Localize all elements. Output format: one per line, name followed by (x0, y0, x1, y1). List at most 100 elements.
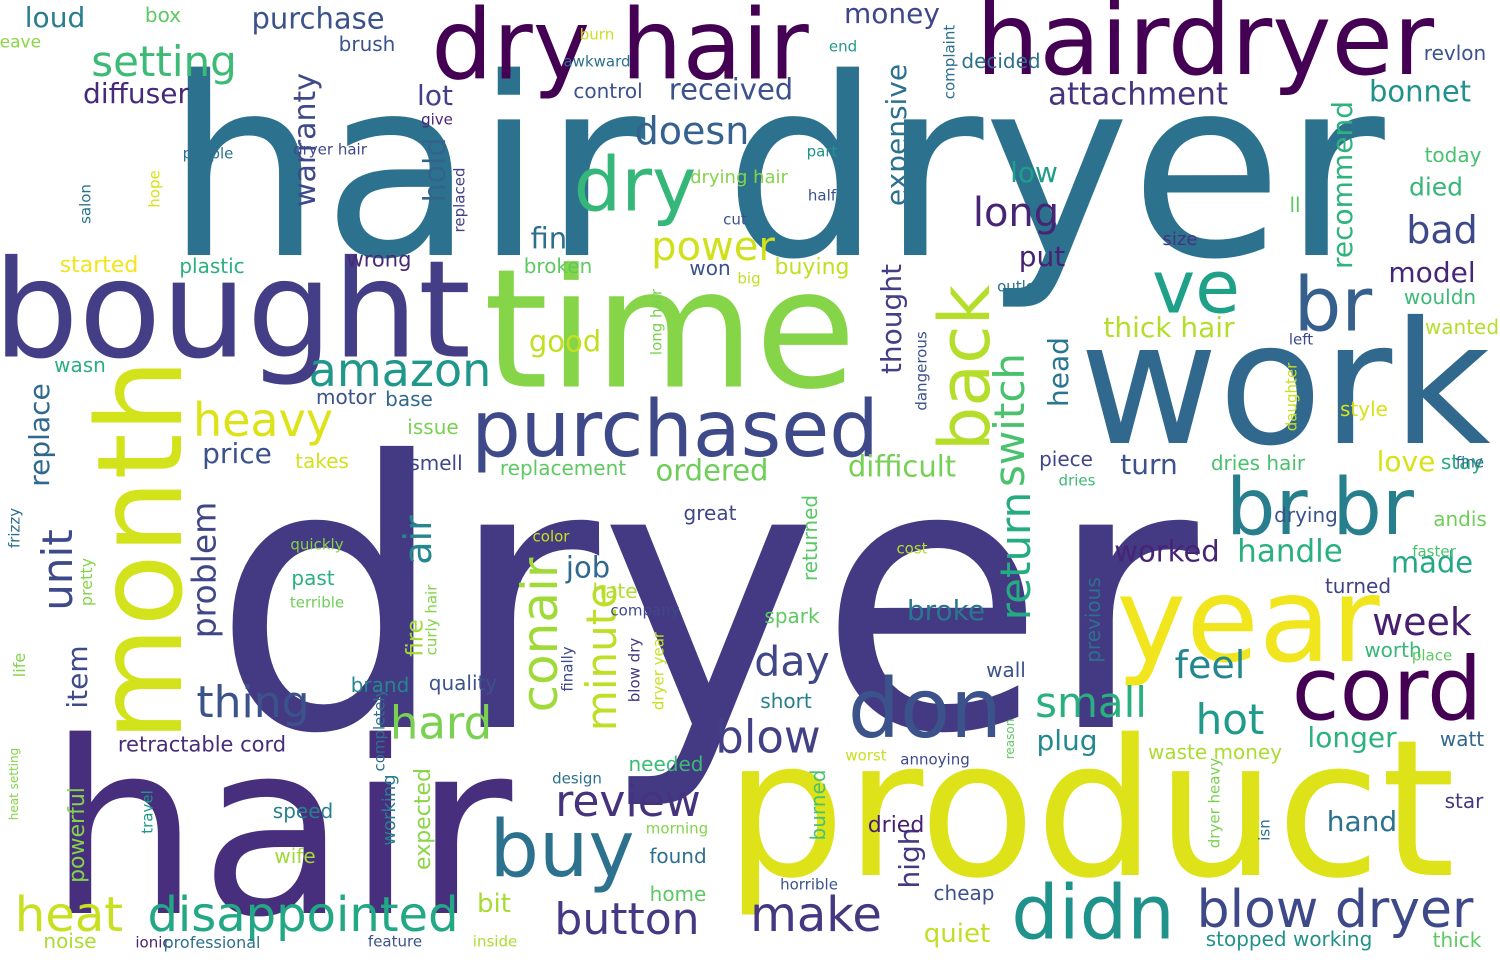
cloud-word: worth (1364, 638, 1422, 662)
cloud-word: quiet (923, 919, 991, 949)
cloud-word: wall (986, 658, 1026, 682)
cloud-word: issue (407, 415, 459, 439)
cloud-word: conair (511, 557, 569, 713)
cloud-word: working (379, 774, 400, 846)
cloud-word: left (1288, 330, 1314, 349)
cloud-word: outlet (997, 277, 1041, 296)
cloud-word: frizzy (5, 507, 24, 549)
cloud-word: watt (1439, 727, 1485, 751)
cloud-word: switch (985, 352, 1034, 488)
cloud-word: cut (723, 210, 747, 229)
cloud-word: part (806, 142, 838, 161)
cloud-word: hot (1195, 695, 1265, 744)
cloud-word: put (1018, 240, 1066, 273)
cloud-word: love (1376, 445, 1436, 478)
cloud-word: expected (411, 768, 436, 870)
cloud-word: dried (867, 813, 925, 838)
cloud-word: home (649, 882, 707, 906)
cloud-word: longer (1307, 721, 1397, 754)
cloud-word: finally (558, 646, 577, 692)
cloud-word: cord (1291, 638, 1483, 741)
cloud-word: curly hair (422, 584, 441, 656)
cloud-word: burn (579, 25, 615, 44)
cloud-word: week (1372, 600, 1472, 644)
cloud-word: unit (33, 529, 82, 611)
cloud-word: brand (350, 673, 410, 697)
cloud-word: died (1408, 172, 1464, 202)
cloud-word: turn (1120, 448, 1178, 481)
cloud-word: smell (409, 451, 463, 475)
cloud-word: brush (338, 32, 396, 56)
cloud-word: return (991, 491, 1040, 621)
cloud-word: size (1162, 229, 1198, 250)
cloud-word: diffuser (83, 77, 189, 110)
cloud-word: long hair (647, 288, 666, 356)
cloud-word: money (844, 0, 940, 30)
cloud-word: buy (489, 805, 635, 895)
cloud-word: complaint (940, 24, 959, 100)
cloud-word: needed (628, 752, 704, 776)
cloud-word: dries hair (1210, 451, 1306, 475)
cloud-word: color (532, 527, 570, 546)
cloud-word: professional (163, 933, 261, 952)
cloud-word: box (144, 3, 182, 27)
cloud-word: daughter (1282, 362, 1301, 432)
cloud-word: salon (76, 184, 95, 224)
cloud-word: horrible (780, 875, 838, 894)
cloud-word: air (396, 515, 440, 565)
cloud-word: didn (1011, 868, 1175, 957)
cloud-word: takes (295, 449, 349, 473)
cloud-word: thick hair (1103, 311, 1235, 344)
cloud-word: retractable cord (117, 732, 287, 757)
cloud-word: feature (367, 932, 423, 951)
cloud-word: plug (1036, 724, 1098, 757)
cloud-word: people (182, 144, 234, 163)
cloud-word: good (528, 324, 602, 359)
cloud-word: make (750, 887, 882, 943)
cloud-word: work (1079, 286, 1491, 484)
cloud-word: button (554, 894, 700, 945)
cloud-word: cheap (933, 881, 995, 905)
cloud-word: thing (196, 677, 310, 728)
cloud-word: don (847, 662, 1003, 757)
cloud-word: dry (573, 140, 697, 229)
cloud-word: started (59, 253, 139, 278)
cloud-word: hair dryer (165, 26, 1385, 314)
cloud-word: andis (1433, 507, 1487, 531)
cloud-word: today (1424, 143, 1482, 167)
cloud-word: model (1388, 256, 1476, 289)
cloud-word: wrong (346, 247, 412, 272)
cloud-word: place (1411, 646, 1453, 665)
cloud-word: ordered (655, 453, 769, 488)
cloud-word: dryer hair (293, 140, 367, 159)
cloud-word: base (385, 387, 433, 411)
cloud-word: company (610, 601, 680, 620)
cloud-word: past (291, 566, 335, 590)
cloud-word: month (71, 358, 209, 742)
cloud-word: received (668, 72, 794, 107)
cloud-word: drying hair (690, 167, 788, 188)
cloud-word: replaced (450, 167, 469, 233)
cloud-word: expensive (880, 63, 913, 207)
cloud-word: bonnet (1368, 74, 1472, 109)
cloud-word: purchased (471, 385, 879, 475)
cloud-word: won (689, 256, 731, 280)
cloud-word: drying (1274, 503, 1338, 527)
cloud-word: faster (1412, 542, 1456, 561)
cloud-word: quickly (290, 535, 344, 554)
cloud-word: burned (806, 769, 830, 841)
cloud-word: problem (184, 501, 224, 639)
cloud-word: style (1340, 397, 1388, 421)
cloud-word: completely (370, 688, 389, 772)
cloud-word: hair (47, 690, 513, 960)
cloud-word: leave (0, 32, 42, 53)
cloud-word: heavy (192, 393, 334, 447)
cloud-word: worked (1114, 534, 1220, 569)
cloud-word: revlon (1423, 41, 1487, 65)
cloud-word: replace (23, 383, 56, 487)
cloud-word: noise (43, 929, 97, 953)
cloud-word: thought (875, 263, 908, 375)
cloud-word: plastic (179, 254, 245, 278)
cloud-word: time (483, 233, 857, 426)
